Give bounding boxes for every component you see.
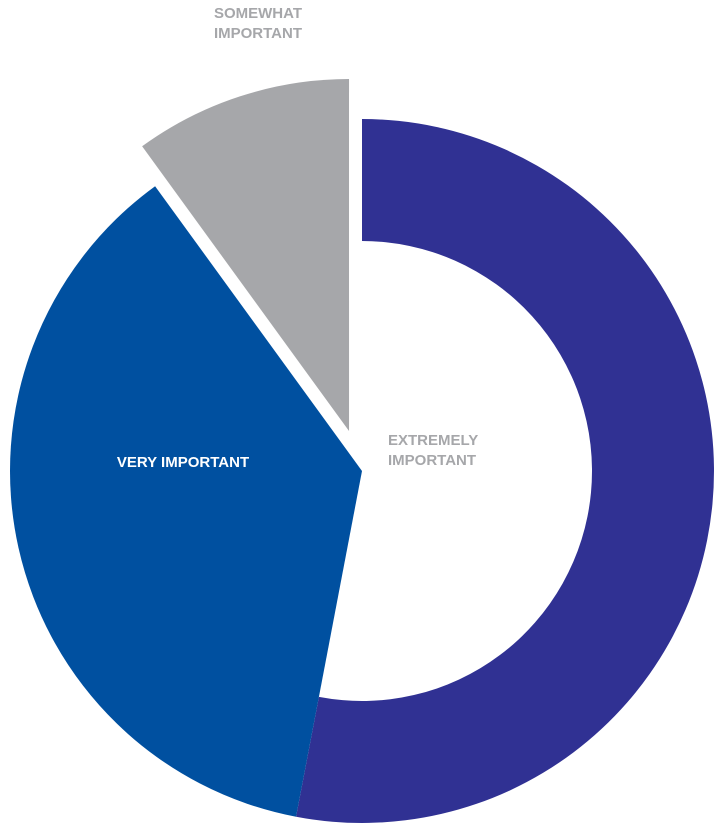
pie-slices xyxy=(9,79,714,823)
slice-somewhat-important xyxy=(142,79,350,432)
label-line: IMPORTANT xyxy=(214,25,302,42)
label-line: IMPORTANT xyxy=(388,452,476,469)
slice-very-important xyxy=(9,186,363,817)
label-line: VERY IMPORTANT xyxy=(117,454,249,471)
slice-extremely-important xyxy=(296,119,714,823)
label-line: EXTREMELY xyxy=(388,432,478,449)
label-line: SOMEWHAT xyxy=(214,5,302,22)
pie-labels: EXTREMELY IMPORTANT VERY IMPORTANT SOMEWHAT… xyxy=(117,5,478,471)
label-extremely-important: EXTREMELY IMPORTANT xyxy=(388,432,478,469)
label-very-important: VERY IMPORTANT xyxy=(117,454,249,471)
label-somewhat-important: SOMEWHAT IMPORTANT xyxy=(214,5,302,42)
